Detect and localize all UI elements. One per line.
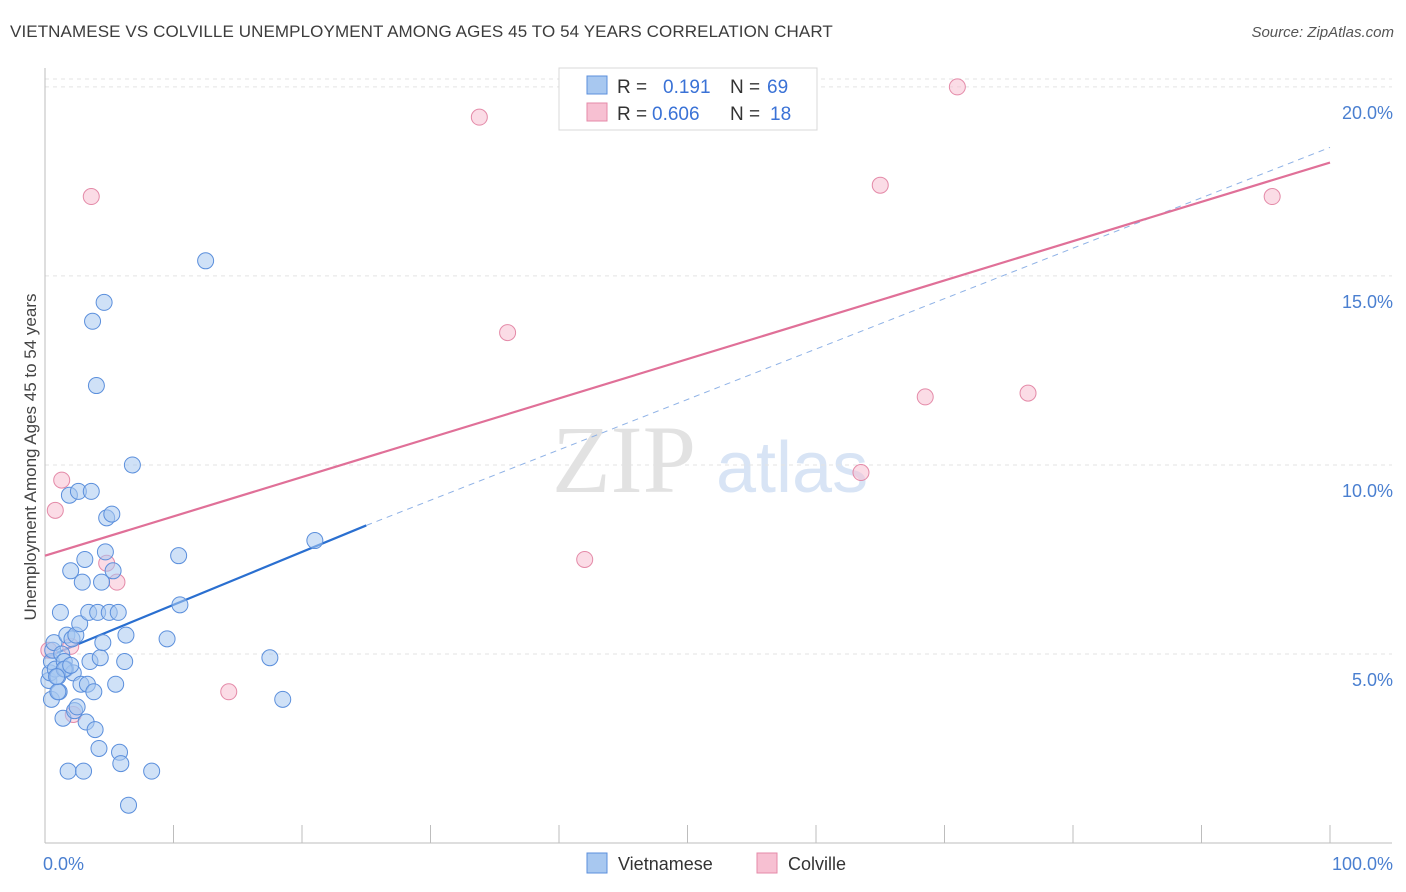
- x-tick-label-min: 0.0%: [43, 854, 84, 874]
- vietnamese-point: [85, 683, 103, 701]
- legend-r-label-colville: R =: [617, 104, 647, 125]
- colville-point: [53, 471, 71, 489]
- colville-point: [46, 501, 64, 519]
- vietnamese-point: [82, 482, 100, 500]
- legend-r-label-vietnamese: R =: [617, 77, 647, 98]
- bottom-legend-swatch-colville: [756, 852, 778, 874]
- points-layer: [40, 78, 1281, 814]
- vietnamese-point: [62, 656, 80, 674]
- vietnamese-point: [62, 562, 80, 580]
- vietnamese-point: [171, 596, 189, 614]
- legend-n-value-vietnamese: 69: [767, 77, 788, 98]
- watermark-zip: ZIP: [552, 406, 696, 513]
- watermark-atlas: atlas: [716, 428, 868, 508]
- y-tick-label: 5.0%: [1352, 670, 1393, 690]
- colville-point: [948, 78, 966, 96]
- vietnamese-point: [76, 550, 94, 568]
- vietnamese-point: [306, 532, 324, 550]
- vietnamese-point: [274, 690, 292, 708]
- stats-legend: R = 0.191 N = 69 R = 0.606 N = 18: [558, 67, 818, 131]
- vietnamese-point: [143, 762, 161, 780]
- vietnamese-point: [197, 252, 215, 270]
- vietnamese-point: [112, 755, 130, 773]
- bottom-legend-label-vietnamese: Vietnamese: [618, 854, 713, 874]
- vietnamese-point: [87, 377, 105, 395]
- vietnamese-point: [73, 573, 91, 591]
- colville-point: [576, 550, 594, 568]
- legend-n-label-colville: N =: [730, 104, 760, 125]
- vietnamese-point: [48, 668, 66, 686]
- vietnamese-point: [103, 505, 121, 523]
- vietnamese-point: [158, 630, 176, 648]
- colville-point: [82, 188, 100, 206]
- y-axis-title: Unemployment Among Ages 45 to 54 years: [21, 294, 40, 621]
- axis-layer: 5.0% 10.0% 15.0% 20.0%: [44, 68, 1393, 844]
- vietnamese-point: [59, 762, 77, 780]
- legend-swatch-colville: [586, 102, 608, 122]
- bottom-legend-label-colville: Colville: [788, 854, 846, 874]
- vietnamese-point: [96, 543, 114, 561]
- trend-layer: [44, 146, 1331, 659]
- legend-n-label-vietnamese: N =: [730, 77, 760, 98]
- y-tick-label: 15.0%: [1342, 292, 1393, 312]
- colville-point: [1019, 384, 1037, 402]
- vietnamese-trend-extension: [366, 146, 1331, 526]
- vietnamese-point: [75, 762, 93, 780]
- vietnamese-point: [95, 293, 113, 311]
- vietnamese-point: [91, 649, 109, 667]
- colville-point: [220, 683, 238, 701]
- colville-point: [852, 464, 870, 482]
- vietnamese-point: [116, 653, 134, 671]
- legend-swatch-vietnamese: [586, 75, 608, 95]
- colville-point: [499, 324, 517, 342]
- vietnamese-point: [117, 626, 135, 644]
- colville-point: [871, 176, 889, 194]
- vietnamese-point: [170, 547, 188, 565]
- source-label: Source: ZipAtlas.com: [1251, 24, 1394, 41]
- bottom-legend-swatch-vietnamese: [586, 852, 608, 874]
- vietnamese-point: [49, 683, 67, 701]
- vietnamese-point: [123, 456, 141, 474]
- vietnamese-point: [261, 649, 279, 667]
- vietnamese-point: [90, 739, 108, 757]
- legend-n-value-colville: 18: [770, 104, 791, 125]
- colville-point: [1263, 188, 1281, 206]
- colville-point: [916, 388, 934, 406]
- grid-layer: [45, 78, 1392, 655]
- vietnamese-point: [120, 796, 138, 814]
- vietnamese-point: [71, 615, 89, 633]
- colville-point: [470, 108, 488, 126]
- y-tick-label: 20.0%: [1342, 103, 1393, 123]
- vietnamese-point: [93, 573, 111, 591]
- vietnamese-point: [94, 634, 112, 652]
- vietnamese-point: [104, 562, 122, 580]
- series-legend: Vietnamese Colville: [586, 852, 846, 874]
- vietnamese-point: [68, 698, 86, 716]
- x-tick-label-max: 100.0%: [1332, 854, 1393, 874]
- colville-trend-line: [44, 161, 1331, 557]
- legend-r-value-colville: 0.606: [652, 104, 700, 125]
- vietnamese-point: [86, 721, 104, 739]
- vietnamese-point: [84, 312, 102, 330]
- vietnamese-point: [109, 603, 127, 621]
- chart-title: VIETNAMESE VS COLVILLE UNEMPLOYMENT AMON…: [10, 22, 833, 41]
- vietnamese-point: [51, 603, 69, 621]
- vietnamese-point: [107, 675, 125, 693]
- legend-r-value-vietnamese: 0.191: [663, 77, 711, 98]
- y-tick-label: 10.0%: [1342, 481, 1393, 501]
